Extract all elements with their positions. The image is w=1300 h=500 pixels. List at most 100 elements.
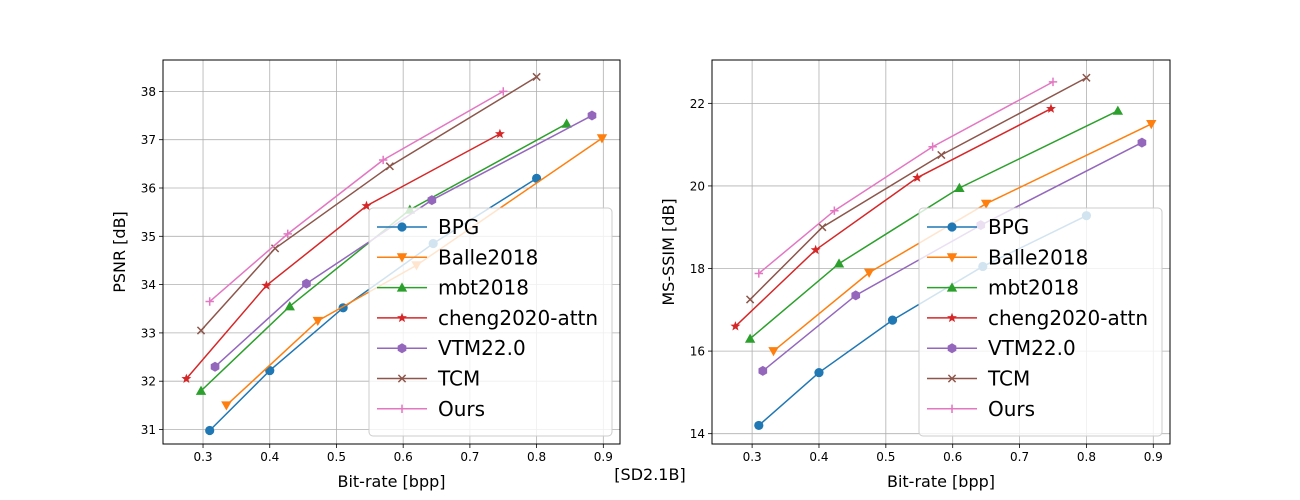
msssim-series-cheng2020-attn — [730, 103, 1056, 331]
psnr-point-cheng2020-attn — [261, 280, 272, 290]
msssim-point-vtm22-0 — [851, 290, 861, 301]
msssim-y-tick-label: 16 — [690, 345, 705, 359]
psnr-x-tick-label: 0.8 — [527, 450, 546, 464]
psnr-legend-marker-bpg — [397, 222, 407, 232]
msssim-point-tcm — [1082, 73, 1091, 82]
psnr-legend-label-balle2018: Balle2018 — [438, 245, 538, 269]
msssim-x-tick-label: 0.6 — [943, 450, 962, 464]
msssim-legend-marker-ours — [947, 404, 957, 413]
msssim-x-tick-label: 0.8 — [1077, 450, 1096, 464]
psnr-y-tick-label: 31 — [141, 423, 156, 437]
psnr-point-tcm — [532, 72, 541, 82]
psnr-point-ours — [378, 155, 388, 165]
msssim-legend-marker-balle2018 — [946, 253, 958, 263]
msssim-ticks: 0.3 0.4 0.5 0.6 0.7 0.8 0.9 14 16 18 20 22 — [690, 97, 1163, 464]
msssim-point-cheng2020-attn — [730, 321, 741, 331]
msssim-line-vtm22-0 — [762, 141, 1143, 372]
msssim-x-tick-label: 0.7 — [1010, 450, 1029, 464]
psnr-point-ours — [499, 87, 508, 96]
psnr-point-balle2018 — [596, 134, 608, 144]
msssim-legend-label-balle2018: Balle2018 — [988, 245, 1088, 269]
psnr-series-mbt2018 — [195, 118, 572, 395]
psnr-point-tcm — [385, 162, 394, 171]
psnr-legend: BPG Balle2018 mbt2018 cheng2020-attn VTM22.0… — [368, 207, 613, 437]
psnr-x-tick-label: 0.6 — [394, 450, 413, 464]
msssim-point-balle2018 — [863, 268, 875, 278]
psnr-series-cheng2020-attn — [181, 128, 505, 383]
psnr-y-tick-label: 35 — [141, 230, 156, 244]
psnr-legend-marker-cheng2020-attn — [397, 312, 407, 323]
msssim-legend-marker-cheng2020-attn — [947, 312, 957, 323]
msssim-legend-label-mbt2018: mbt2018 — [988, 276, 1079, 300]
msssim-point-mbt2018 — [833, 258, 845, 268]
psnr-plot-frame — [162, 59, 621, 445]
msssim-point-ours — [754, 269, 764, 278]
msssim-point-balle2018 — [1146, 120, 1157, 130]
msssim-legend-label-ours: Ours — [988, 397, 1035, 421]
msssim-series-tcm — [745, 73, 1091, 304]
psnr-y-tick-label: 38 — [141, 85, 156, 99]
msssim-point-vtm22-0 — [758, 365, 768, 376]
psnr-series-ours — [205, 87, 508, 306]
msssim-legend-marker-bpg — [947, 222, 957, 232]
psnr-x-axis-label: Bit-rate [bpp] — [337, 472, 445, 491]
psnr-legend-label-tcm: TCM — [437, 367, 480, 391]
msssim-x-tick-label: 0.3 — [743, 450, 762, 464]
msssim-point-tcm — [818, 223, 827, 232]
psnr-y-tick-label: 34 — [141, 278, 156, 292]
msssim-point-balle2018 — [980, 199, 992, 209]
psnr-y-tick-label: 36 — [141, 182, 156, 196]
psnr-legend-entry-tcm: TCM — [377, 367, 480, 391]
msssim-plot-frame — [711, 59, 1171, 445]
psnr-line-ours — [209, 90, 504, 303]
msssim-legend: BPG Balle2018 mbt2018 cheng2020-attn VTM22.0… — [918, 207, 1163, 437]
msssim-legend-marker-vtm22-0 — [947, 343, 957, 354]
psnr-line-cheng2020-attn — [185, 133, 501, 380]
psnr-point-cheng2020-attn — [181, 373, 192, 383]
psnr-ticks: 0.3 0.4 0.5 0.6 0.7 0.8 0.9 31 32 33 34 35 36 37 38 — [141, 85, 613, 464]
msssim-point-tcm — [745, 295, 755, 304]
psnr-point-mbt2018 — [561, 118, 572, 128]
msssim-x-tick-label: 0.4 — [809, 450, 828, 464]
psnr-point-vtm22-0 — [587, 110, 597, 121]
psnr-point-cheng2020-attn — [361, 200, 372, 211]
msssim-x-tick-label: 0.5 — [876, 450, 895, 464]
msssim-legend-entry-mbt2018: mbt2018 — [927, 276, 1079, 300]
msssim-x-tick-label: 0.9 — [1144, 450, 1163, 464]
psnr-legend-entry-vtm22-0: VTM22.0 — [377, 336, 526, 360]
psnr-legend-marker-mbt2018 — [396, 282, 408, 292]
psnr-y-tick-label: 33 — [141, 326, 156, 340]
msssim-line-tcm — [749, 77, 1087, 301]
psnr-point-bpg — [205, 425, 215, 436]
msssim-point-bpg — [887, 315, 898, 325]
msssim-line-ours — [758, 81, 1054, 275]
psnr-chart: 0.3 0.4 0.5 0.6 0.7 0.8 0.9 31 32 33 34 35 36 37 38 Bi… — [110, 59, 621, 491]
msssim-legend-marker-tcm — [947, 374, 957, 383]
msssim-point-cheng2020-attn — [912, 172, 923, 182]
psnr-x-tick-label: 0.7 — [460, 450, 479, 464]
psnr-point-vtm22-0 — [427, 195, 437, 206]
psnr-line-mbt2018 — [200, 123, 567, 392]
msssim-point-mbt2018 — [744, 333, 756, 343]
psnr-point-ours — [283, 229, 292, 239]
psnr-line-tcm — [200, 76, 537, 331]
msssim-point-balle2018 — [768, 347, 779, 357]
psnr-legend-marker-ours — [397, 404, 407, 413]
msssim-legend-label-tcm: TCM — [987, 367, 1030, 391]
psnr-legend-marker-balle2018 — [396, 253, 408, 263]
psnr-point-vtm22-0 — [302, 278, 311, 289]
msssim-line-mbt2018 — [749, 110, 1119, 340]
msssim-x-axis-label: Bit-rate [bpp] — [887, 472, 995, 491]
psnr-x-tick-label: 0.5 — [327, 450, 346, 464]
msssim-point-cheng2020-attn — [1046, 103, 1056, 113]
psnr-legend-label-mbt2018: mbt2018 — [438, 276, 529, 300]
msssim-series-ours — [754, 77, 1058, 278]
msssim-y-tick-label: 20 — [690, 179, 705, 193]
psnr-point-balle2018 — [312, 316, 323, 327]
msssim-point-ours — [830, 206, 839, 215]
psnr-point-vtm22-0 — [210, 361, 220, 372]
msssim-legend-marker-mbt2018 — [946, 282, 958, 292]
psnr-point-cheng2020-attn — [494, 128, 505, 139]
msssim-point-vtm22-0 — [1137, 137, 1147, 148]
